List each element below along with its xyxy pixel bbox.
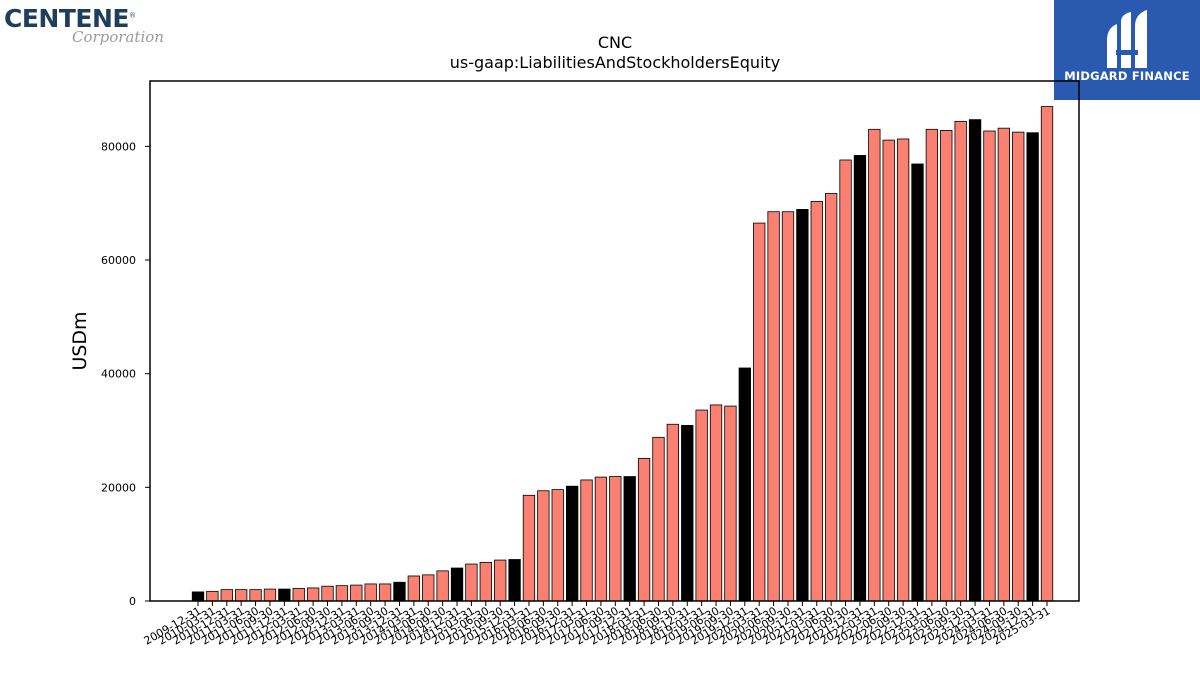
bar-2016-12-31 <box>565 485 579 602</box>
bar-2012-12-31 <box>335 585 349 602</box>
bar-2023-12-31 <box>968 119 982 602</box>
bar-2020-12-31 <box>796 209 809 602</box>
bar-2023-06-30 <box>940 130 953 602</box>
bar-2015-09-30 <box>494 559 507 602</box>
y-axis-label: USDm <box>69 311 91 370</box>
x-axis: 2009-12-312010-03-312010-12-312011-03-31… <box>142 601 1053 648</box>
bar-2020-09-30 <box>781 211 795 602</box>
plot-frame <box>149 80 1080 602</box>
bar-2012-06-30 <box>306 587 320 602</box>
bar-2018-09-30 <box>666 423 680 602</box>
bar-2017-09-30 <box>609 476 622 602</box>
bar-2012-03-31 <box>292 588 305 602</box>
bar-2015-06-30 <box>479 561 492 602</box>
bar-2010-12-31 <box>220 589 233 602</box>
bar-2024-06-30 <box>997 127 1010 602</box>
bar-2021-03-31 <box>810 201 823 602</box>
bar-2015-12-31 <box>508 559 521 602</box>
bar-2013-06-30 <box>364 583 377 602</box>
midgard-m-logo-icon <box>1107 10 1147 68</box>
bar-2021-09-30 <box>839 159 852 602</box>
bar-2023-03-31 <box>925 128 939 602</box>
bar-2014-06-30 <box>422 574 435 602</box>
bar-2012-09-30 <box>321 585 334 602</box>
bar-2019-12-31 <box>738 367 751 602</box>
bar-2024-03-31 <box>983 130 996 602</box>
registered-mark: ® <box>128 11 136 20</box>
bar-2024-12-31 <box>1026 132 1039 602</box>
bar-2022-12-31 <box>911 163 924 602</box>
y-tick-label: 40000 <box>101 368 136 381</box>
bar-2015-03-31 <box>465 563 478 602</box>
midgard-finance-logo: MIDGARD FINANCE <box>1054 0 1200 100</box>
bar-2020-03-31 <box>753 222 766 602</box>
bar-2019-09-30 <box>724 405 737 602</box>
bar-2019-03-31 <box>695 409 708 602</box>
bar-2022-06-30 <box>882 139 895 602</box>
y-axis: 0 20000 40000 60000 80000 <box>101 140 150 608</box>
bar-2018-03-31 <box>637 457 651 602</box>
bar-2024-09-30 <box>1012 131 1025 602</box>
centene-logo: CENTENE® Corporation <box>4 4 174 48</box>
bar-2020-06-30 <box>767 211 780 602</box>
y-tick-label: 0 <box>129 595 136 608</box>
bar-2014-09-30 <box>436 570 449 602</box>
bar-2013-09-30 <box>378 583 392 602</box>
bars-group <box>191 106 1054 602</box>
bar-2013-12-31 <box>393 581 406 602</box>
chart-title: CNC <box>598 33 632 52</box>
bar-2025-03-31 <box>1040 106 1054 602</box>
bar-2010-03-31 <box>206 590 219 602</box>
bar-2022-03-31 <box>868 128 881 602</box>
bar-2011-03-31 <box>235 589 248 602</box>
y-tick-label: 20000 <box>101 481 136 494</box>
bar-2016-09-30 <box>551 489 564 602</box>
bar-2018-12-31 <box>681 424 694 602</box>
bar-2022-09-30 <box>896 138 910 602</box>
bar-2017-12-31 <box>623 476 636 602</box>
bar-2011-06-30 <box>249 589 262 602</box>
bar-2017-06-30 <box>594 476 608 602</box>
bar-2018-06-30 <box>652 436 665 602</box>
chart-subtitle: us-gaap:LiabilitiesAndStockholdersEquity <box>450 53 781 72</box>
bar-2011-09-30 <box>263 588 277 602</box>
brand-name: CENTENE® <box>4 4 136 33</box>
bar-2017-03-31 <box>580 479 593 602</box>
partner-name: MIDGARD FINANCE <box>1064 69 1190 83</box>
bar-2021-06-30 <box>825 193 838 602</box>
bar-2019-06-30 <box>709 404 723 602</box>
bar-2014-03-31 <box>407 575 421 602</box>
bar-2014-12-31 <box>450 567 464 602</box>
bar-2016-03-31 <box>522 494 536 602</box>
brand-subtitle: Corporation <box>72 28 164 46</box>
bar-2023-09-30 <box>954 120 967 602</box>
bar-2011-12-31 <box>278 588 291 602</box>
y-tick-label: 60000 <box>101 254 136 267</box>
bar-2009-12-31 <box>191 591 205 602</box>
bar-2013-03-31 <box>350 584 363 602</box>
bar-2016-06-30 <box>537 490 550 602</box>
bar-2021-12-31 <box>853 155 867 602</box>
y-tick-label: 80000 <box>101 140 136 153</box>
